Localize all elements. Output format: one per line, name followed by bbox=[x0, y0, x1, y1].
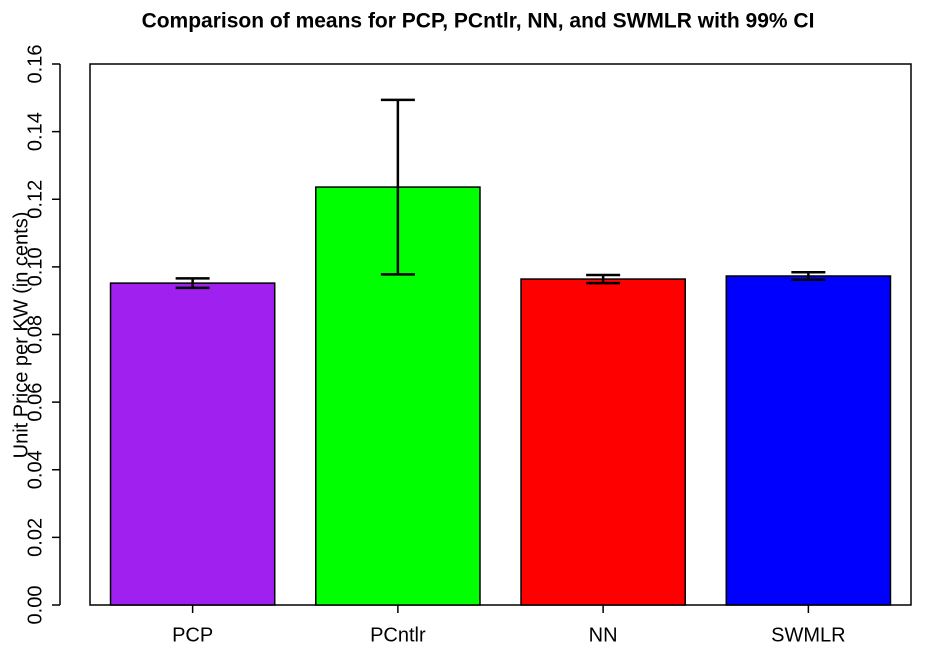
y-axis-label: Unit Price per KW (in cents) bbox=[10, 212, 32, 459]
y-tick-label: 0.10 bbox=[24, 247, 46, 286]
plot-frame bbox=[89, 63, 912, 606]
y-tick-label: 0.02 bbox=[24, 518, 46, 557]
y-tick-label: 0.06 bbox=[24, 383, 46, 422]
y-tick-label: 0.00 bbox=[24, 586, 46, 625]
x-tick-label: SWMLR bbox=[771, 624, 845, 646]
y-tick-label: 0.14 bbox=[24, 112, 46, 151]
x-tick-label: PCP bbox=[172, 624, 213, 646]
y-tick-label: 0.08 bbox=[24, 315, 46, 354]
bar bbox=[520, 278, 686, 606]
chart-title: Comparison of means for PCP, PCntlr, NN,… bbox=[142, 10, 815, 33]
y-tick-label: 0.16 bbox=[24, 45, 46, 84]
y-tick-label: 0.04 bbox=[24, 450, 46, 489]
y-tick-label: 0.12 bbox=[24, 180, 46, 219]
x-tick-label: NN bbox=[589, 624, 618, 646]
bar bbox=[109, 282, 276, 606]
bar bbox=[725, 275, 892, 606]
x-tick-label: PCntlr bbox=[370, 624, 426, 646]
